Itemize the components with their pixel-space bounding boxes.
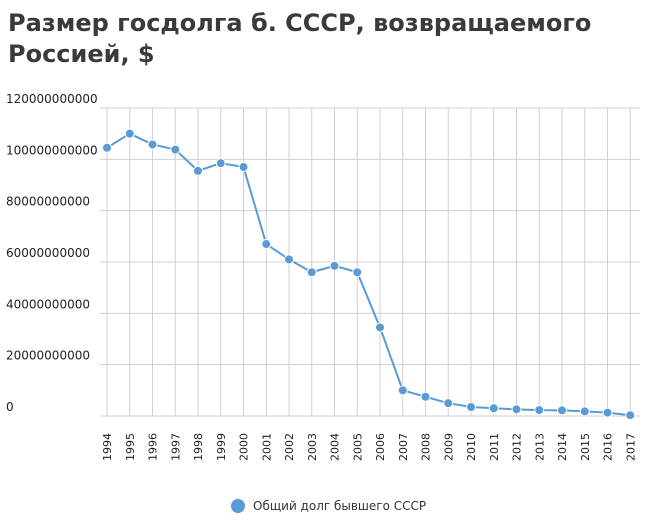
x-tick-label: 2009 bbox=[442, 433, 455, 461]
x-tick-label: 1995 bbox=[124, 433, 137, 461]
data-point bbox=[284, 254, 294, 265]
x-tick-label: 2011 bbox=[488, 433, 501, 461]
x-tick-label: 2002 bbox=[283, 433, 296, 461]
y-tick-label: 60000000000 bbox=[6, 246, 90, 260]
data-point bbox=[579, 406, 590, 417]
data-point bbox=[397, 385, 408, 396]
x-tick-label: 2015 bbox=[579, 433, 592, 461]
data-point bbox=[557, 405, 567, 416]
x-tick-label: 2004 bbox=[329, 433, 342, 461]
y-tick-label: 100000000000 bbox=[6, 143, 98, 157]
x-tick-label: 1999 bbox=[215, 433, 228, 461]
legend-label: Общий долг бывшего СССР bbox=[253, 499, 426, 513]
x-tick-label: 2013 bbox=[533, 433, 546, 461]
x-tick-label: 2005 bbox=[351, 433, 364, 461]
chart-title: Размер госдолга б. СССР, возвращаемого Р… bbox=[8, 9, 592, 68]
x-axis-ticks: 1994 1995 1996 1997 1998 1999 2000 2001 2002 2003… bbox=[101, 433, 637, 461]
x-tick-label: 2017 bbox=[624, 433, 637, 461]
legend-marker bbox=[231, 499, 245, 513]
data-point bbox=[352, 267, 363, 278]
x-tick-label: 2007 bbox=[397, 433, 410, 461]
data-point bbox=[375, 322, 385, 333]
x-tick-label: 2003 bbox=[306, 433, 319, 461]
legend[interactable]: Общий долг бывшего СССР bbox=[231, 499, 426, 513]
data-point bbox=[534, 405, 545, 416]
x-tick-label: 2008 bbox=[420, 433, 433, 461]
data-point bbox=[602, 407, 613, 418]
x-tick-label: 1998 bbox=[192, 433, 205, 461]
y-tick-label: 80000000000 bbox=[6, 195, 90, 209]
y-tick-label: 40000000000 bbox=[6, 297, 90, 311]
x-tick-label: 2001 bbox=[260, 433, 273, 461]
x-tick-label: 2006 bbox=[374, 433, 387, 461]
data-point bbox=[238, 162, 249, 173]
y-tick-label: 20000000000 bbox=[6, 349, 90, 363]
series-group bbox=[102, 128, 636, 421]
x-tick-label: 1996 bbox=[147, 433, 160, 461]
x-tick-label: 1997 bbox=[169, 433, 182, 461]
data-point bbox=[215, 158, 226, 169]
data-point bbox=[511, 404, 522, 415]
x-tick-label: 2012 bbox=[511, 433, 524, 461]
legend-item[interactable]: Общий долг бывшего СССР bbox=[231, 499, 426, 513]
data-point bbox=[443, 398, 454, 409]
y-tick-label: 0 bbox=[6, 400, 14, 414]
data-point bbox=[102, 142, 112, 153]
y-axis-ticks: 0 20000000000 40000000000 60000000000 800000… bbox=[6, 92, 98, 414]
data-point bbox=[147, 139, 158, 150]
x-tick-label: 2016 bbox=[602, 433, 615, 461]
x-tick-label: 2000 bbox=[238, 433, 251, 461]
x-tick-label: 1994 bbox=[101, 433, 114, 461]
data-point bbox=[625, 410, 636, 421]
data-point bbox=[261, 239, 272, 250]
x-tick-label: 2014 bbox=[556, 433, 569, 461]
y-tick-label: 120000000000 bbox=[6, 92, 98, 106]
data-point bbox=[124, 128, 135, 139]
x-tick-label: 2010 bbox=[465, 433, 478, 461]
data-point bbox=[306, 267, 317, 278]
data-point bbox=[466, 402, 476, 413]
data-point bbox=[488, 403, 499, 414]
data-point bbox=[193, 165, 203, 176]
series-line bbox=[106, 132, 631, 417]
data-point bbox=[329, 260, 340, 271]
data-point bbox=[170, 144, 181, 155]
data-point bbox=[420, 391, 431, 402]
grid-lines bbox=[100, 107, 640, 417]
